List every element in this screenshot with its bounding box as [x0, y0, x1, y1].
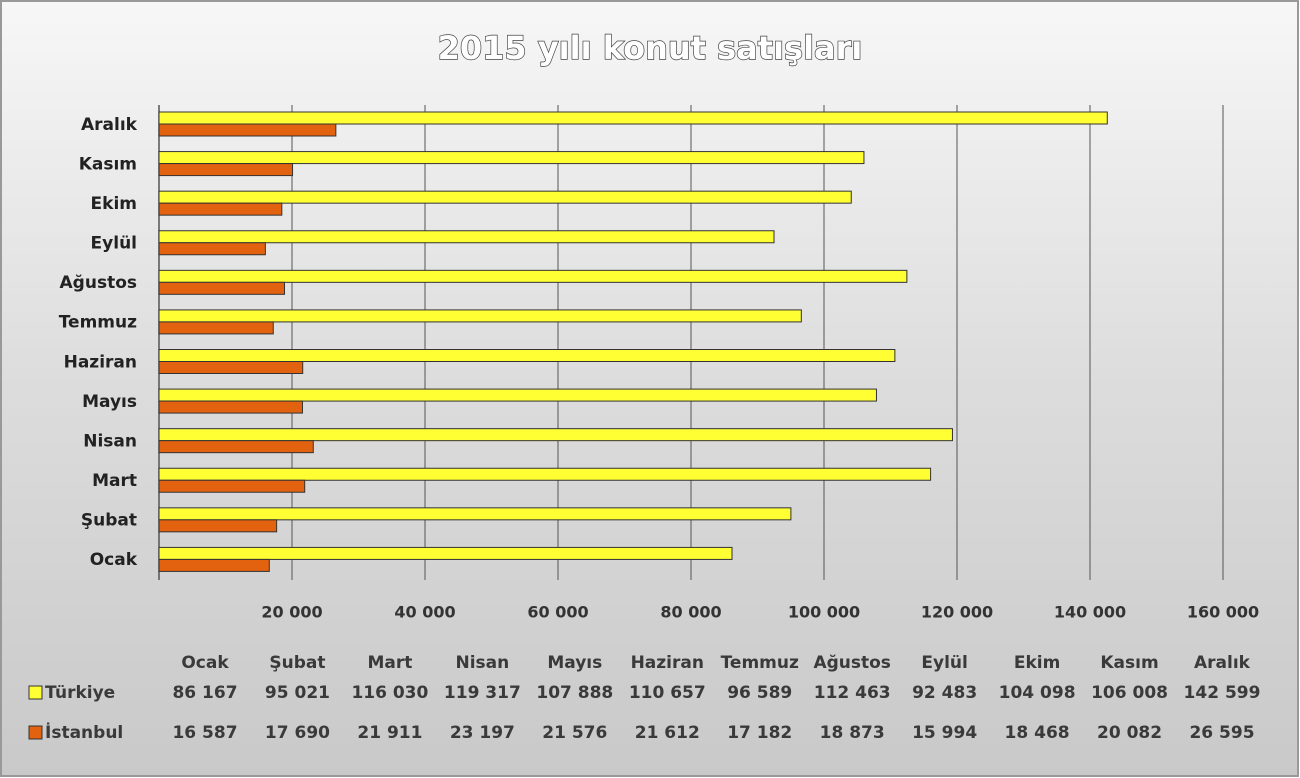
bar	[158, 321, 274, 335]
bar	[158, 230, 775, 244]
table-value: 86 167	[172, 683, 237, 703]
bar	[158, 163, 294, 177]
table-value: 21 576	[542, 723, 607, 743]
y-tick-label: Temmuz	[59, 313, 137, 333]
table-header: Aralık	[1194, 653, 1251, 673]
table-value: 119 317	[444, 683, 521, 703]
bar	[158, 269, 908, 283]
bar	[158, 111, 1108, 125]
x-tick-label: 160 000	[1187, 603, 1259, 622]
table-header: Mart	[367, 653, 412, 673]
bar	[158, 242, 266, 256]
table-value: 92 483	[912, 683, 977, 703]
table-value: 106 008	[1091, 683, 1168, 703]
bar	[158, 479, 306, 493]
bar	[158, 546, 733, 560]
table-header: Şubat	[269, 653, 325, 673]
y-tick-label: Mart	[92, 471, 137, 491]
bar	[158, 467, 932, 481]
table-header: Eylül	[921, 653, 967, 673]
x-tick-label: 20 000	[261, 603, 322, 622]
x-tick-label: 120 000	[921, 603, 993, 622]
table-value: 17 690	[265, 723, 330, 743]
table-value: 110 657	[629, 683, 706, 703]
bar	[158, 202, 283, 216]
table-header: Ekim	[1014, 653, 1060, 673]
y-tick-label: Ocak	[90, 550, 138, 570]
legend-swatch	[28, 685, 43, 700]
y-tick-label: Şubat	[81, 511, 137, 531]
bar	[158, 281, 286, 295]
table-value: 16 587	[172, 723, 237, 743]
table-value: 18 468	[1005, 723, 1070, 743]
table-value: 95 021	[265, 683, 330, 703]
bar	[158, 388, 877, 402]
x-tick-label: 140 000	[1054, 603, 1126, 622]
y-tick-label: Haziran	[64, 352, 137, 372]
table-value: 26 595	[1189, 723, 1254, 743]
table-value: 17 182	[727, 723, 792, 743]
table-header: Nisan	[455, 653, 509, 673]
y-tick-label: Ekim	[91, 194, 137, 214]
table-value: 20 082	[1097, 723, 1162, 743]
bar	[158, 190, 852, 204]
bar	[158, 428, 953, 442]
table-value: 104 098	[999, 683, 1076, 703]
table-value: 15 994	[912, 723, 977, 743]
bar	[158, 361, 304, 374]
table-value: 21 911	[357, 723, 422, 743]
table-header: Mayıs	[547, 653, 602, 673]
table-value: 142 599	[1184, 683, 1261, 703]
table-header: Haziran	[631, 653, 704, 673]
table-value: 116 030	[351, 683, 428, 703]
legend-label: İstanbul	[45, 721, 123, 743]
legend-swatch	[28, 725, 43, 740]
table-header: Ocak	[181, 653, 229, 673]
x-tick-label: 60 000	[527, 603, 588, 622]
bar	[158, 400, 303, 414]
bar	[158, 558, 270, 572]
table-value: 107 888	[536, 683, 613, 703]
y-tick-label: Aralık	[81, 115, 138, 135]
bar	[158, 123, 337, 137]
x-tick-label: 40 000	[394, 603, 455, 622]
table-value: 18 873	[820, 723, 885, 743]
table-value: 96 589	[727, 683, 792, 703]
table-value: 112 463	[814, 683, 891, 703]
bar	[158, 440, 314, 454]
bar	[158, 507, 792, 521]
x-tick-label: 100 000	[788, 603, 860, 622]
table-header: Kasım	[1100, 653, 1158, 673]
table-header: Temmuz	[721, 653, 799, 673]
bar	[158, 309, 802, 323]
legend-label: Türkiye	[45, 683, 115, 703]
bar	[158, 151, 865, 165]
y-tick-label: Eylül	[91, 234, 137, 254]
table-header: Ağustos	[813, 653, 890, 673]
chart-title: 2015 yılı konut satışları	[438, 29, 863, 67]
y-tick-label: Nisan	[83, 431, 137, 451]
table-value: 23 197	[450, 723, 515, 743]
x-tick-label: 80 000	[660, 603, 721, 622]
bar	[158, 519, 278, 533]
table-value: 21 612	[635, 723, 700, 743]
y-tick-label: Ağustos	[60, 273, 137, 293]
y-tick-label: Mayıs	[82, 392, 137, 412]
y-tick-label: Kasım	[79, 154, 137, 174]
bar	[158, 349, 896, 362]
